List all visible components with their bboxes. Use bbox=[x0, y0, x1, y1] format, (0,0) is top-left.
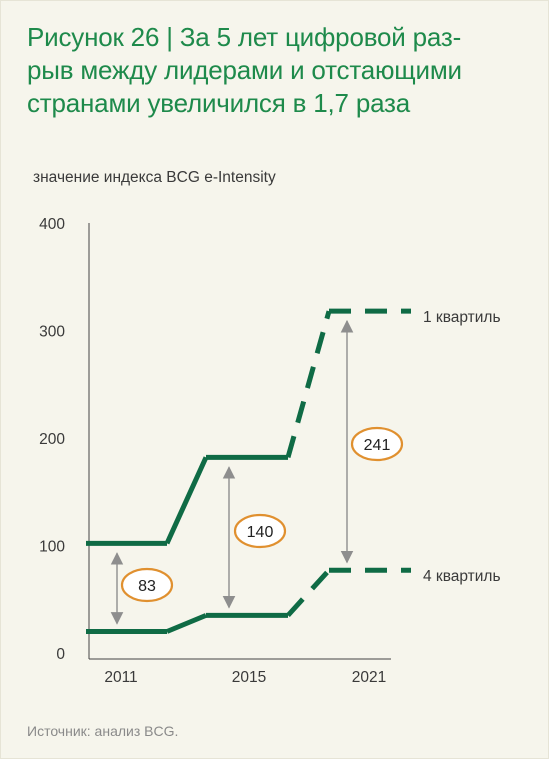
figure-title: Рисунок 26 | За 5 лет цифровой раз- рыв … bbox=[27, 21, 527, 120]
gap-badges: 83 140 241 bbox=[120, 426, 404, 603]
gap-badge bbox=[350, 426, 404, 462]
gap-badge-value: 83 bbox=[138, 578, 156, 595]
y-axis-unit-label: значение индекса BCG e-Intensity bbox=[33, 169, 276, 186]
series-lines bbox=[86, 308, 411, 634]
source-note: Источник: анализ BCG. bbox=[27, 723, 179, 739]
series-1-segment bbox=[285, 310, 332, 459]
gap-badge bbox=[233, 513, 287, 549]
axes: 0 100 200 300 400 2011 2015 2021 bbox=[39, 216, 391, 686]
y-tick-label: 300 bbox=[39, 324, 65, 341]
x-tick-label: 2021 bbox=[352, 669, 386, 686]
y-tick-label: 0 bbox=[56, 646, 65, 663]
gap-badge-value: 140 bbox=[247, 524, 274, 541]
x-tick-label: 2011 bbox=[104, 669, 137, 686]
series-label: 1 квартиль bbox=[423, 309, 501, 326]
series-labels: 1 квартиль 4 квартиль bbox=[423, 309, 501, 585]
y-tick-label: 200 bbox=[39, 431, 65, 448]
y-tick-label: 400 bbox=[39, 216, 65, 233]
figure-title-line-2: рыв между лидерами и отстающими bbox=[27, 55, 462, 85]
y-tick-label: 100 bbox=[39, 539, 65, 556]
figure-title-line-1: Рисунок 26 | За 5 лет цифровой раз- bbox=[27, 22, 462, 52]
gap-badge-value: 241 bbox=[364, 437, 391, 454]
series-label: 4 квартиль bbox=[423, 568, 501, 585]
gap-badge bbox=[120, 567, 174, 603]
gap-arrows bbox=[110, 319, 354, 625]
series-2-segment bbox=[286, 568, 331, 618]
series-1-segment bbox=[164, 456, 209, 545]
figure-title-line-3: странами увеличился в 1,7 раза bbox=[27, 88, 411, 118]
x-tick-label: 2015 bbox=[232, 669, 266, 686]
series-2-segment bbox=[166, 613, 207, 634]
